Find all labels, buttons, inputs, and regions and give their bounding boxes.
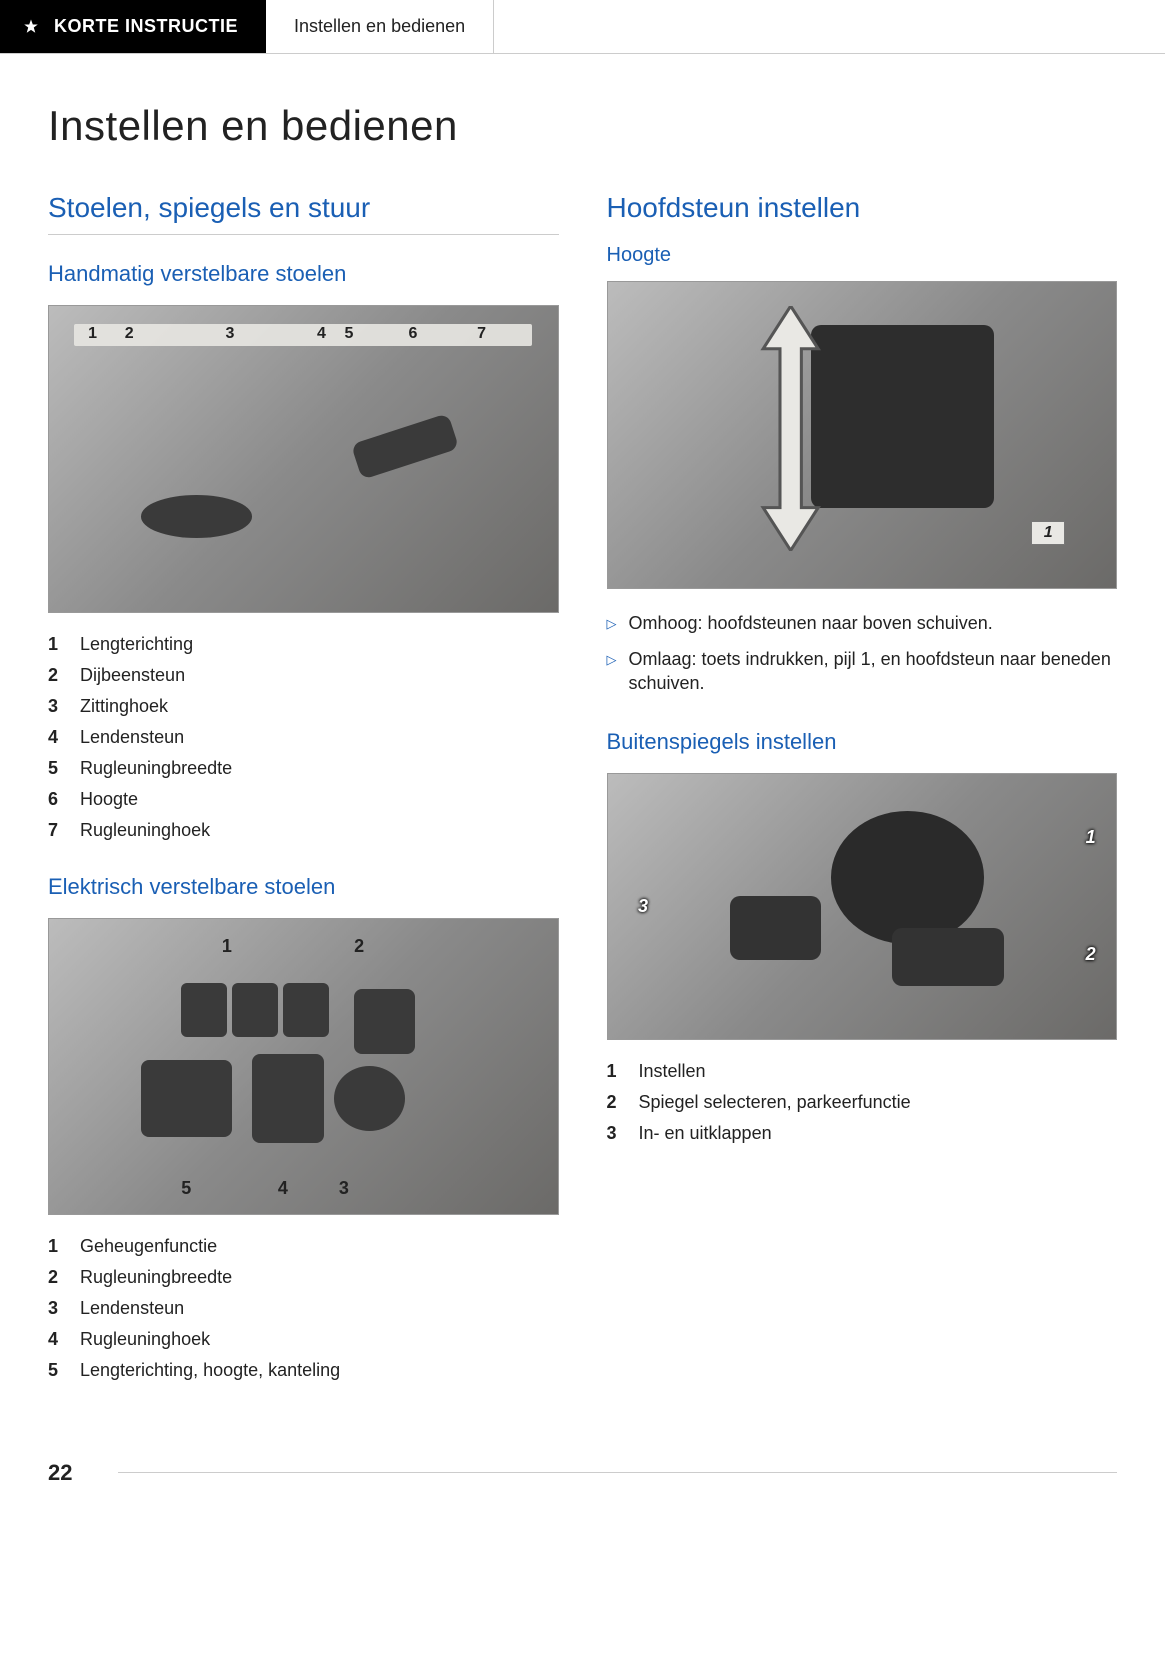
figure-headrest: 1: [607, 281, 1118, 589]
header-tab: KORTE INSTRUCTIE: [0, 0, 266, 53]
list-item: 6Hoogte: [48, 784, 559, 815]
callout-1: 1: [1086, 827, 1096, 848]
callout-4: 4: [317, 325, 326, 343]
callout-4: 4: [278, 1178, 288, 1199]
page-title: Instellen en bedienen: [48, 102, 1117, 150]
callout-1: 1: [88, 325, 97, 343]
callout-3: 3: [225, 325, 234, 343]
breadcrumb-text: Instellen en bedienen: [294, 16, 465, 37]
list-item: 5Lengterichting, hoogte, kanteling: [48, 1355, 559, 1386]
list-item: 2Rugleuningbreedte: [48, 1262, 559, 1293]
list-item: 3Lendensteun: [48, 1293, 559, 1324]
list-mirror: 1Instellen 2Spiegel selecteren, parkeerf…: [607, 1056, 1118, 1149]
callout-6: 6: [409, 325, 418, 343]
subsection-buitenspiegels: Buitenspiegels instellen: [607, 729, 1118, 755]
callout-5: 5: [181, 1178, 191, 1199]
list-item: 4Rugleuninghoek: [48, 1324, 559, 1355]
list-electric-seat: 1Geheugenfunctie 2Rugleuningbreedte 3Len…: [48, 1231, 559, 1386]
subsub-hoogte: Hoogte: [607, 244, 1118, 267]
page-number: 22: [48, 1460, 1117, 1486]
figure-seat-manual: 1 2 3 4 5 6 7: [48, 305, 559, 613]
header-breadcrumb: Instellen en bedienen: [266, 0, 494, 53]
callout-3: 3: [638, 896, 648, 917]
list-item: 1Geheugenfunctie: [48, 1231, 559, 1262]
list-item: 3Zittinghoek: [48, 691, 559, 722]
header-tab-label: KORTE INSTRUCTIE: [54, 16, 238, 37]
page-body: Instellen en bedienen Stoelen, spiegels …: [0, 54, 1165, 1493]
page-header: KORTE INSTRUCTIE Instellen en bedienen: [0, 0, 1165, 54]
callout-5: 5: [344, 325, 353, 343]
two-column-layout: Stoelen, spiegels en stuur Handmatig ver…: [48, 192, 1117, 1414]
right-column: Hoofdsteun instellen Hoogte 1 ▷Omhoog: h…: [607, 192, 1118, 1414]
callout-band: 1 2 3 4 5 6 7: [74, 324, 532, 346]
list-manual-seat: 1Lengterichting 2Dijbeensteun 3Zittingho…: [48, 629, 559, 846]
subsection-elektrisch: Elektrisch verstelbare stoelen: [48, 874, 559, 900]
list-item: 2Dijbeensteun: [48, 660, 559, 691]
callout-2: 2: [1086, 944, 1096, 965]
left-column: Stoelen, spiegels en stuur Handmatig ver…: [48, 192, 559, 1414]
subsection-handmatig: Handmatig verstelbare stoelen: [48, 261, 559, 287]
list-item: ▷Omhoog: hoofdsteunen naar boven schui­v…: [607, 605, 1118, 641]
callout-arrow-1: 1: [1031, 521, 1065, 545]
figure-seat-electric: 1 2 5 4 3: [48, 918, 559, 1215]
list-item: 3In- en uitklappen: [607, 1118, 1118, 1149]
list-item: 1Lengterichting: [48, 629, 559, 660]
callout-3: 3: [339, 1178, 349, 1199]
callout-2: 2: [354, 936, 364, 957]
triangle-icon: ▷: [607, 611, 617, 635]
callout-1: 1: [222, 936, 232, 957]
section-hoofdsteun: Hoofdsteun instellen: [607, 192, 1118, 224]
list-item: 2Spiegel selecteren, parkeerfunctie: [607, 1087, 1118, 1118]
callout-7: 7: [477, 325, 486, 343]
star-icon: [22, 18, 40, 36]
section-stoelen: Stoelen, spiegels en stuur: [48, 192, 559, 235]
callout-2: 2: [125, 325, 134, 343]
arrow-up-down-icon: [750, 306, 831, 550]
figure-mirror-controls: 1 2 3: [607, 773, 1118, 1040]
list-item: ▷Omlaag: toets indrukken, pijl 1, en hoo…: [607, 641, 1118, 702]
triangle-icon: ▷: [607, 647, 617, 696]
list-item: 1Instellen: [607, 1056, 1118, 1087]
list-item: 7Rugleuninghoek: [48, 815, 559, 846]
list-item: 4Lendensteun: [48, 722, 559, 753]
footer-rule: [118, 1472, 1117, 1473]
bullet-list-headrest: ▷Omhoog: hoofdsteunen naar boven schui­v…: [607, 605, 1118, 702]
list-item: 5Rugleuningbreedte: [48, 753, 559, 784]
